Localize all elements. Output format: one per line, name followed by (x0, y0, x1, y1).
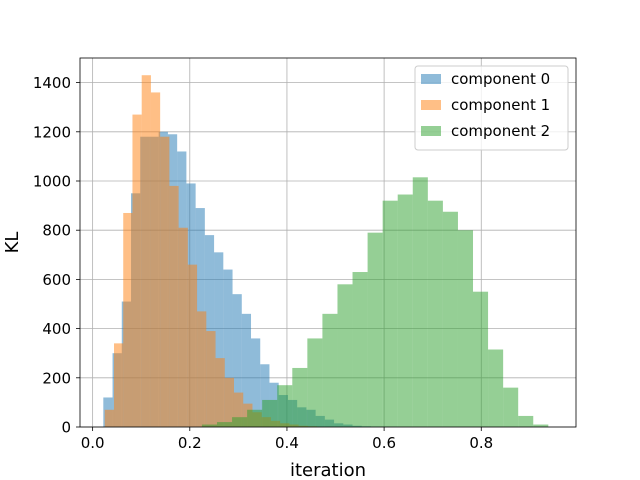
histogram-bar (241, 313, 252, 427)
histogram-bar (216, 422, 233, 427)
y-tick-label: 1400 (33, 74, 71, 92)
histogram-bar (533, 424, 549, 427)
histogram-bar (352, 272, 368, 427)
x-tick-label: 0.0 (81, 434, 105, 452)
histogram-bar (397, 194, 413, 427)
histogram-bar (503, 387, 519, 427)
x-tick-label: 0.2 (178, 434, 202, 452)
histogram-bar (337, 284, 353, 427)
plot-frame (79, 57, 577, 428)
histogram-bar (277, 385, 293, 427)
y-tick-label: 1200 (33, 123, 71, 141)
histogram-bar (473, 291, 489, 427)
histogram-bar (160, 136, 170, 427)
histogram-bar (201, 424, 217, 427)
histogram-bar (412, 177, 428, 427)
histogram-bar (488, 349, 504, 427)
legend-swatch (421, 126, 441, 136)
series-component-2 (201, 177, 549, 427)
legend-label: component 2 (451, 122, 550, 140)
histogram-bar (114, 343, 124, 427)
histogram-bar (132, 114, 142, 427)
series-component-1 (104, 75, 318, 427)
histogram-bar (367, 232, 383, 427)
y-tick-label: 400 (42, 320, 71, 338)
histogram-bar (169, 185, 179, 427)
x-tick-label: 0.6 (372, 434, 396, 452)
legend-swatch (421, 74, 441, 84)
y-tick-label: 0 (61, 419, 71, 437)
histogram-bar (457, 230, 474, 427)
histogram-bar (123, 212, 133, 427)
histogram-bar (307, 338, 323, 427)
histogram-bar (322, 313, 338, 427)
x-tick-label: 0.8 (469, 434, 493, 452)
histogram-bar (223, 269, 233, 427)
histogram-bar (442, 211, 458, 427)
histogram-bar (197, 311, 207, 427)
histogram-bar (214, 252, 224, 427)
histogram-bar (215, 358, 225, 427)
histogram-bar (104, 409, 115, 427)
histogram-bar (260, 364, 270, 427)
x-axis-label: iteration (290, 460, 366, 480)
histogram-bar (178, 227, 188, 427)
y-tick-label: 1000 (33, 173, 71, 191)
legend-label: component 0 (451, 70, 550, 88)
histogram-bar (206, 331, 216, 427)
histogram-bar (518, 415, 534, 427)
legend-label: component 1 (451, 96, 550, 114)
histogram-bar (247, 409, 263, 427)
legend-swatch (421, 100, 441, 110)
x-tick-label: 0.4 (275, 434, 299, 452)
histogram-bar (232, 294, 242, 427)
y-tick-label: 600 (42, 271, 71, 289)
histogram-bar (224, 377, 234, 427)
histogram-bar (233, 392, 244, 427)
histogram-bar (262, 399, 278, 427)
histogram-bar (292, 367, 308, 427)
histogram-bar (187, 264, 198, 427)
histogram-bar (150, 92, 161, 427)
histogram-bar (232, 417, 248, 427)
y-axis-label: KL (2, 232, 23, 254)
histogram-bar (427, 200, 443, 427)
y-tick-label: 200 (42, 369, 71, 387)
histogram-bar (382, 200, 398, 427)
histogram-bar (251, 338, 261, 427)
histogram-bar (141, 75, 151, 427)
legend-box (414, 65, 569, 151)
y-tick-label: 800 (42, 222, 71, 240)
